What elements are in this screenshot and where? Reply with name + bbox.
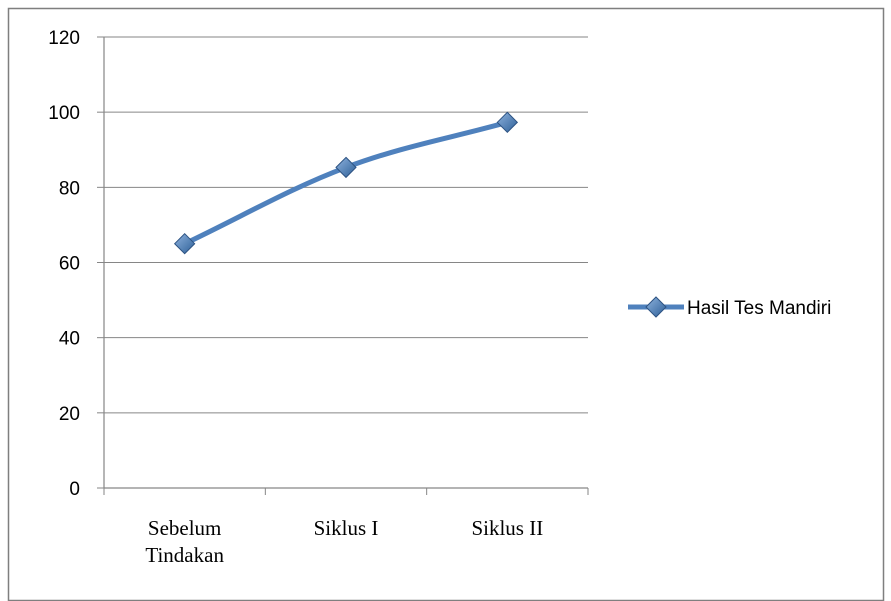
y-tick-label: 40 bbox=[59, 329, 80, 350]
y-axis-ticks: 0 20 40 60 80 100 120 bbox=[48, 28, 80, 500]
axes bbox=[97, 36, 589, 495]
y-tick-label: 100 bbox=[48, 103, 80, 124]
x-tick-label: Sebelum Tindakan bbox=[145, 516, 224, 567]
y-tick-label: 60 bbox=[59, 254, 80, 275]
data-point-marker bbox=[496, 111, 519, 134]
data-point-marker bbox=[173, 233, 196, 255]
legend: Hasil Tes Mandiri bbox=[628, 296, 831, 319]
gridlines bbox=[104, 36, 588, 414]
series-line bbox=[182, 119, 510, 247]
data-point-marker bbox=[335, 156, 357, 179]
x-tick-label: Siklus I bbox=[314, 516, 379, 540]
legend-label: Hasil Tes Mandiri bbox=[687, 298, 831, 319]
y-tick-label: 80 bbox=[59, 178, 80, 199]
y-tick-label: 0 bbox=[69, 479, 80, 500]
y-tick-label: 120 bbox=[48, 28, 80, 49]
x-tick-label: Siklus II bbox=[471, 516, 543, 540]
legend-marker-swatch bbox=[645, 296, 667, 318]
series-hasil-tes-mandiri bbox=[173, 111, 519, 255]
x-axis-ticks: Sebelum Tindakan Siklus I Siklus II bbox=[145, 516, 543, 567]
y-tick-label: 20 bbox=[59, 404, 80, 425]
